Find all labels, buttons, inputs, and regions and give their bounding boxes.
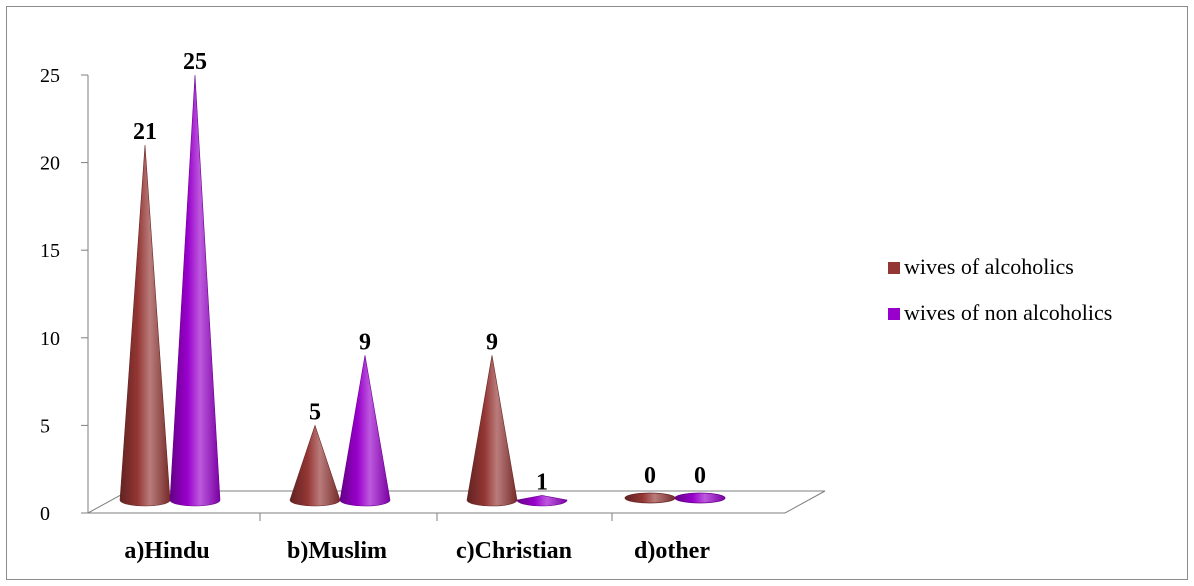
data-label: 0 [644,463,656,489]
x-category-label: b)Muslim [287,538,387,564]
data-labels: 21 25 5 9 9 1 0 0 [133,49,706,495]
cone-non-alcoholics [169,74,221,507]
x-category-label: d)other [634,538,710,564]
cone-alcoholics [289,424,341,507]
legend-label: wives of non alcoholics [904,300,1112,325]
data-label: 1 [536,469,548,495]
y-tick-label: 10 [40,328,60,350]
cone-non-alcoholics [674,492,726,504]
data-label: 9 [359,329,371,355]
x-category-label: a)Hindu [124,538,209,564]
y-tick-label: 20 [40,153,60,175]
cone-alcoholics [624,492,676,504]
legend-swatch [888,308,900,320]
data-label: 5 [309,399,321,425]
data-label: 0 [694,463,706,489]
y-tick-label: 15 [40,240,60,262]
legend-label: wives of alcoholics [904,254,1074,279]
x-category-label: c)Christian [456,538,572,564]
cone-non-alcoholics [516,495,568,507]
y-tick-label: 0 [40,503,50,525]
y-tick-label: 5 [40,415,50,437]
cone-alcoholics [466,355,518,507]
legend: wives of alcoholics wives of non alcoholi… [888,254,1112,325]
cone-alcoholics [119,145,171,507]
data-label: 21 [133,119,157,145]
y-tick-label: 25 [40,65,60,87]
cone-non-alcoholics [339,355,391,507]
data-label: 9 [486,329,498,355]
cones [119,74,726,507]
legend-swatch [888,262,900,274]
data-label: 25 [183,49,207,75]
chart-floor [87,490,826,514]
